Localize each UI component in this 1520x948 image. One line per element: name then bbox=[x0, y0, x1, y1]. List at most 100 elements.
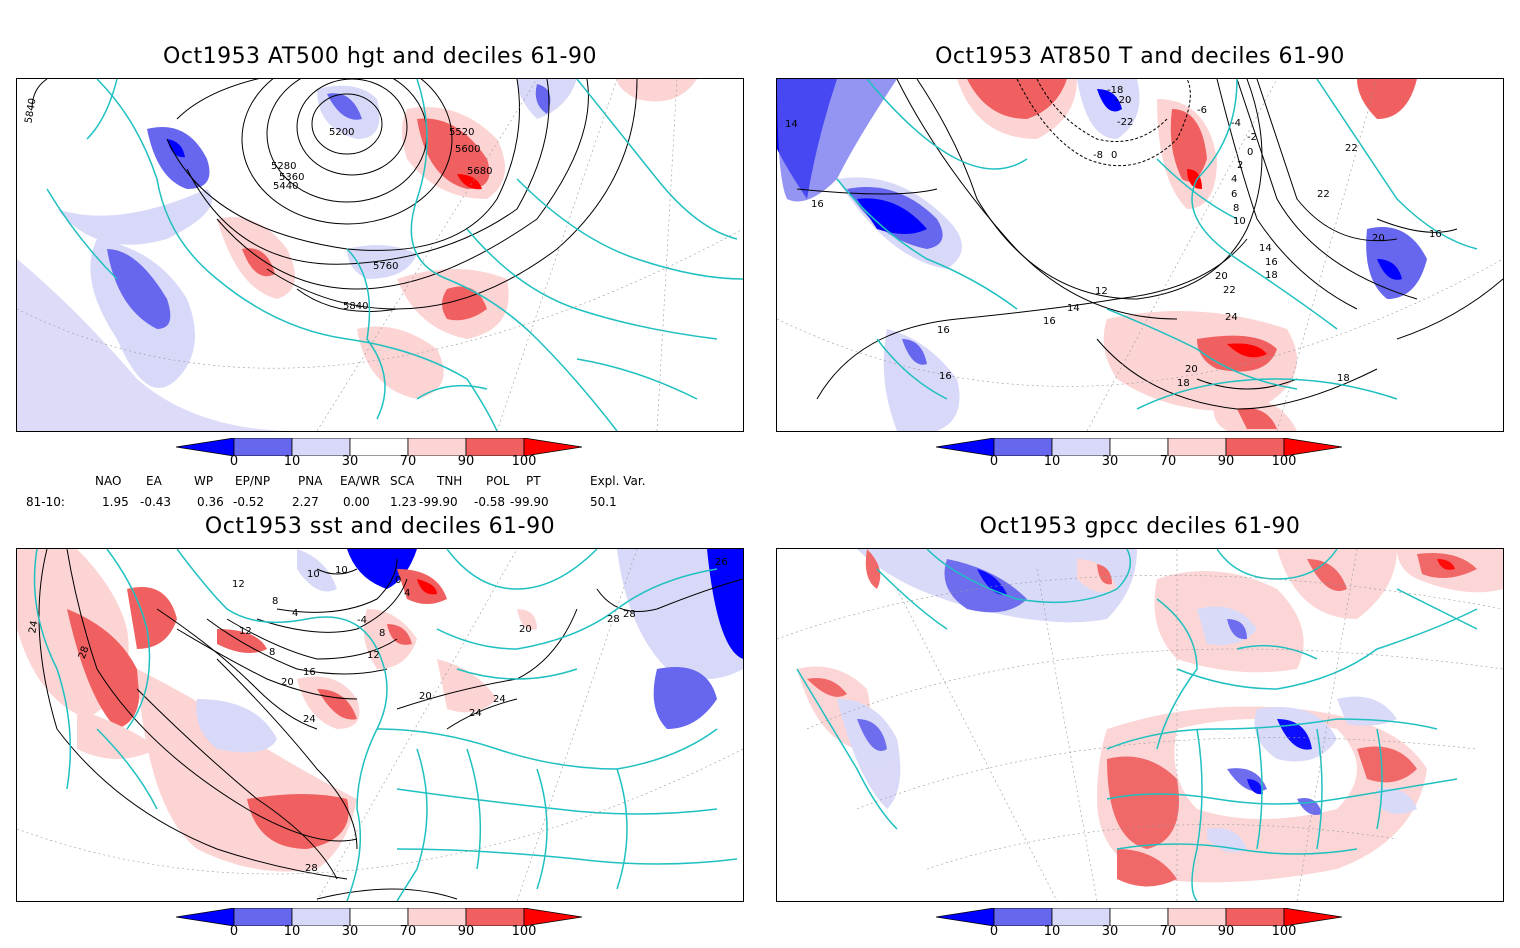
contour-label: 0 bbox=[395, 575, 401, 586]
index-value: 0.00 bbox=[343, 495, 370, 509]
index-row-label: 81-10: bbox=[26, 495, 65, 509]
colorbar-tick: 30 bbox=[341, 924, 359, 939]
contour-label: 16 bbox=[1429, 229, 1442, 240]
index-header: POL bbox=[486, 474, 510, 488]
contour-label: 6 bbox=[1231, 189, 1237, 200]
index-value: -0.43 bbox=[140, 495, 172, 509]
contour-label: 4 bbox=[292, 608, 298, 619]
colorbar-hgt: 0 10 30 70 90 100 bbox=[175, 437, 586, 478]
contour-label: 14 bbox=[1067, 303, 1080, 314]
index-value: -0.58 bbox=[474, 495, 506, 509]
contour-label: 22 bbox=[1345, 143, 1358, 154]
index-header: EP/NP bbox=[235, 474, 271, 488]
contour-label: 18 bbox=[1265, 270, 1278, 281]
index-value: 0.36 bbox=[197, 495, 224, 509]
contour-label: 22 bbox=[1317, 189, 1330, 200]
index-value: 1.23 bbox=[390, 495, 417, 509]
contour-label: 28 bbox=[305, 863, 318, 874]
contour-label: -6 bbox=[1197, 105, 1207, 116]
index-value: 50.1 bbox=[590, 495, 617, 509]
contour-label: 16 bbox=[1265, 257, 1278, 268]
contour-label: 5680 bbox=[467, 166, 492, 177]
contour-label: 20 bbox=[1215, 271, 1228, 282]
index-header: EA/WR bbox=[340, 474, 381, 488]
colorbar-tick: 70 bbox=[399, 924, 417, 939]
colorbar-tick: 10 bbox=[1043, 454, 1061, 469]
colorbar-tick: 90 bbox=[1217, 454, 1235, 469]
colorbar-gpcc: 0 10 30 70 90 100 bbox=[935, 907, 1346, 948]
contour-label: -18 bbox=[1107, 85, 1123, 96]
contour-label: 14 bbox=[1259, 243, 1272, 254]
contour-label: 16 bbox=[937, 325, 950, 336]
contour-label: 10 bbox=[307, 569, 320, 580]
colorbar-tick: 70 bbox=[399, 454, 417, 469]
colorbar-tick: 100 bbox=[511, 924, 537, 939]
contour-label: 28 bbox=[623, 609, 636, 620]
contour-label: 5840 bbox=[343, 301, 368, 312]
index-value: 2.27 bbox=[292, 495, 319, 509]
contour-label: 5440 bbox=[273, 181, 298, 192]
colorbar-tick: 100 bbox=[1271, 454, 1297, 469]
contour-label: 12 bbox=[239, 626, 252, 637]
contour-label: 20 bbox=[419, 691, 432, 702]
contour-label: 5280 bbox=[271, 161, 296, 172]
contour-label: 16 bbox=[303, 667, 316, 678]
colorbar-tick: 90 bbox=[1217, 924, 1235, 939]
contour-label: 18 bbox=[1337, 373, 1350, 384]
index-value: 1.95 bbox=[102, 495, 129, 509]
map-panel-t850: 14 16 -18 -20 -22 -6 -4 -2 0 2 4 6 8 10 … bbox=[776, 78, 1504, 432]
map-panel-hgt: 5840 5200 5280 5360 5440 5520 5600 5680 … bbox=[16, 78, 744, 432]
contour-label: 2 bbox=[1237, 160, 1243, 171]
contour-label: 24 bbox=[493, 694, 506, 705]
contour-label: 24 bbox=[27, 620, 40, 634]
colorbar-tick: 100 bbox=[1271, 924, 1297, 939]
contour-label: 18 bbox=[1177, 378, 1190, 389]
index-header: TNH bbox=[437, 474, 463, 488]
index-header: PNA bbox=[298, 474, 323, 488]
contour-label: 10 bbox=[1233, 216, 1246, 227]
colorbar-tick: 100 bbox=[511, 454, 537, 469]
contour-label: 4 bbox=[1231, 174, 1237, 185]
contour-label: 5760 bbox=[373, 261, 398, 272]
contour-label: 12 bbox=[232, 579, 245, 590]
index-header: EA bbox=[146, 474, 162, 488]
index-header: WP bbox=[194, 474, 214, 488]
contour-label: -2 bbox=[1247, 132, 1257, 143]
index-value: -99.90 bbox=[510, 495, 549, 509]
contour-label: 16 bbox=[939, 371, 952, 382]
colorbar-tick: 10 bbox=[283, 924, 301, 939]
contour-label: -4 bbox=[357, 615, 367, 626]
contour-label: -8 bbox=[1093, 150, 1103, 161]
colorbar-tick: 0 bbox=[229, 924, 239, 939]
colorbar-tick: 30 bbox=[341, 454, 359, 469]
contour-label: 28 bbox=[607, 614, 620, 625]
contour-label: -22 bbox=[1117, 117, 1133, 128]
contour-label: 14 bbox=[785, 119, 798, 130]
contour-label: 5200 bbox=[329, 127, 354, 138]
panel-title-t850: Oct1953 AT850 T and deciles 61-90 bbox=[935, 44, 1345, 69]
contour-label: 28 bbox=[77, 645, 92, 661]
teleconnection-indices: NAO EA WP EP/NP PNA EA/WR SCA TNH POL PT… bbox=[0, 474, 760, 514]
index-header: NAO bbox=[95, 474, 122, 488]
colorbar-tick: 90 bbox=[457, 454, 475, 469]
contour-label: 8 bbox=[269, 647, 275, 658]
index-header: PT bbox=[526, 474, 541, 488]
contour-label: 24 bbox=[469, 708, 482, 719]
colorbar-tick: 0 bbox=[989, 924, 999, 939]
contour-label: 22 bbox=[1223, 285, 1236, 296]
contour-label: 8 bbox=[379, 628, 385, 639]
contour-label: 8 bbox=[1233, 203, 1239, 214]
contour-label: 26 bbox=[715, 557, 728, 568]
contour-label: 0 bbox=[1111, 150, 1117, 161]
colorbar-tick: 0 bbox=[989, 454, 999, 469]
index-value: -0.52 bbox=[233, 495, 265, 509]
panel-title-hgt: Oct1953 AT500 hgt and deciles 61-90 bbox=[163, 44, 597, 69]
contour-label: 20 bbox=[281, 677, 294, 688]
contour-label: 8 bbox=[272, 596, 278, 607]
contour-label: 5600 bbox=[455, 144, 480, 155]
contour-label: 16 bbox=[811, 199, 824, 210]
contour-label: -20 bbox=[1115, 95, 1131, 106]
colorbar-tick: 30 bbox=[1101, 924, 1119, 939]
colorbar-tick: 70 bbox=[1159, 454, 1177, 469]
contour-label: 5520 bbox=[449, 127, 474, 138]
